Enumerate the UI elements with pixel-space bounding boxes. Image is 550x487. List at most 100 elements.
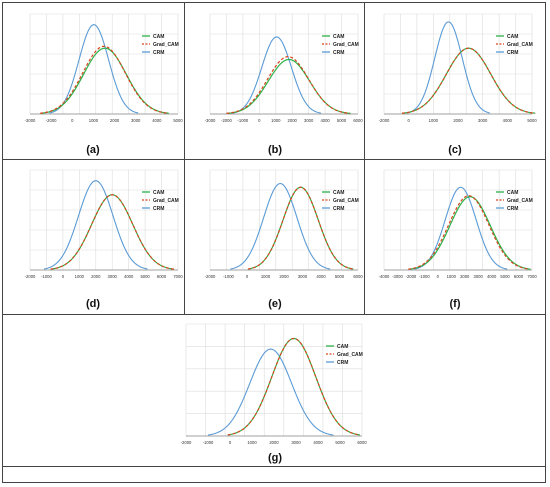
x-tick-label: 4000 xyxy=(320,118,330,123)
series-line-crm xyxy=(43,180,148,270)
col-divider-g-left xyxy=(2,314,3,483)
legend-entry: CRM xyxy=(153,206,164,212)
x-tick-label: 3000 xyxy=(291,440,301,445)
x-tick-label: 5000 xyxy=(337,118,347,123)
series-line-crm xyxy=(414,186,508,270)
legend-entry: CAM xyxy=(333,190,344,196)
x-tick-label: -1000 xyxy=(203,440,214,445)
x-tick-label: 1000 xyxy=(247,440,257,445)
legend-entry: CAM xyxy=(153,34,164,40)
x-tick-label: -2000 xyxy=(406,274,417,279)
x-tick-label: -3000 xyxy=(25,118,36,123)
x-tick-label: 4000 xyxy=(503,118,513,123)
x-tick-label: 6000 xyxy=(357,440,367,445)
series-line-grad-cam xyxy=(50,194,174,270)
x-tick-label: 5000 xyxy=(527,118,537,123)
x-tick-label: 3000 xyxy=(108,274,118,279)
x-tick-label: 2000 xyxy=(269,440,279,445)
x-tick-label: 2000 xyxy=(453,118,463,123)
series-line-crm xyxy=(230,182,331,270)
x-tick-label: 6000 xyxy=(353,118,363,123)
panel-label: (g) xyxy=(267,452,283,464)
x-tick-label: 6000 xyxy=(157,274,167,279)
x-tick-label: 0 xyxy=(246,274,249,279)
row-divider-1 xyxy=(2,159,546,160)
series-line-grad-cam xyxy=(40,45,168,114)
series-line-grad-cam xyxy=(226,56,350,114)
series-line-crm xyxy=(207,348,334,436)
legend-entry: Grad_CAM xyxy=(333,198,359,204)
x-tick-label: -3000 xyxy=(392,274,403,279)
chart-panel-d: -2000 -1000 0 1000 2000 3000 4000 5000 6000 7000 C… xyxy=(25,169,183,279)
x-tick-label: 2000 xyxy=(110,118,120,123)
x-tick-label: 0 xyxy=(71,118,74,123)
series-line-crm xyxy=(407,21,490,114)
x-tick-label: 0 xyxy=(62,274,65,279)
x-tick-label: 2000 xyxy=(279,274,289,279)
legend-entry: CRM xyxy=(333,206,344,212)
x-tick-label: 1000 xyxy=(447,274,457,279)
x-tick-label: 7000 xyxy=(173,274,183,279)
legend-entry: Grad_CAM xyxy=(507,198,533,204)
series-line-grad-cam xyxy=(401,47,536,114)
legend-entry: Grad_CAM xyxy=(507,42,533,48)
x-tick-label: 5000 xyxy=(335,440,345,445)
x-tick-label: -1000 xyxy=(238,118,249,123)
x-tick-label: -1000 xyxy=(223,274,234,279)
x-tick-label: 0 xyxy=(229,440,232,445)
x-tick-label: 5000 xyxy=(335,274,345,279)
x-tick-label: 4000 xyxy=(124,274,134,279)
x-tick-label: 5000 xyxy=(173,118,183,123)
panel-label: (b) xyxy=(267,144,283,156)
legend-entry: CAM xyxy=(333,34,344,40)
x-tick-label: 5000 xyxy=(140,274,150,279)
chart-panel-g: -2000 -1000 0 1000 2000 3000 4000 5000 6000 CAM Gr… xyxy=(181,323,367,445)
x-tick-label: 0 xyxy=(258,118,261,123)
legend-entry: CAM xyxy=(337,344,348,350)
series-line-crm xyxy=(232,36,322,114)
x-tick-label: 3000 xyxy=(131,118,141,123)
legend-entry: CAM xyxy=(507,34,518,40)
x-tick-label: 2000 xyxy=(288,118,298,123)
x-tick-label: 2000 xyxy=(460,274,470,279)
panel-label: (a) xyxy=(86,144,100,156)
x-tick-label: -2000 xyxy=(205,274,216,279)
panel-label: (e) xyxy=(268,298,282,310)
legend-entry: CAM xyxy=(153,190,164,196)
x-tick-label: 1000 xyxy=(429,118,439,123)
x-tick-label: 1000 xyxy=(271,118,281,123)
chart-panel-f: -4000 -3000 -2000 -1000 0 1000 2000 3000 4000 500… xyxy=(379,169,537,279)
x-tick-label: 0 xyxy=(407,118,410,123)
legend-entry: Grad_CAM xyxy=(153,198,179,204)
x-tick-label: 6000 xyxy=(514,274,524,279)
series-line-cam xyxy=(409,196,531,270)
x-tick-label: 4000 xyxy=(152,118,162,123)
legend-entry: CRM xyxy=(333,50,344,56)
x-tick-label: 3000 xyxy=(474,274,484,279)
x-tick-label: 5000 xyxy=(500,274,510,279)
x-tick-label: 1000 xyxy=(75,274,85,279)
legend-entry: Grad_CAM xyxy=(153,42,179,48)
x-tick-label: 1000 xyxy=(89,118,99,123)
series-line-grad-cam xyxy=(408,195,530,270)
x-tick-label: 0 xyxy=(437,274,440,279)
x-tick-label: 3000 xyxy=(304,118,314,123)
panel-label: (c) xyxy=(448,144,462,156)
series-line-grad-cam xyxy=(247,186,354,270)
x-tick-label: -2000 xyxy=(379,118,390,123)
x-tick-label: -4000 xyxy=(379,274,390,279)
series-line-grad-cam xyxy=(227,337,360,436)
series-line-cam xyxy=(41,47,169,114)
legend-entry: CRM xyxy=(507,206,518,212)
legend-entry: CAM xyxy=(507,190,518,196)
figure-grid xyxy=(2,2,546,483)
x-tick-label: -3000 xyxy=(205,118,216,123)
chart-panel-e: -2000 -1000 0 1000 2000 3000 4000 5000 6000 CAM Gr… xyxy=(205,169,363,279)
x-tick-label: 4000 xyxy=(487,274,497,279)
x-tick-label: 1000 xyxy=(261,274,271,279)
x-tick-label: 2000 xyxy=(91,274,101,279)
x-tick-label: -1000 xyxy=(419,274,430,279)
row-divider-3 xyxy=(2,466,546,467)
x-tick-label: -2000 xyxy=(221,118,232,123)
x-tick-label: 7000 xyxy=(527,274,537,279)
